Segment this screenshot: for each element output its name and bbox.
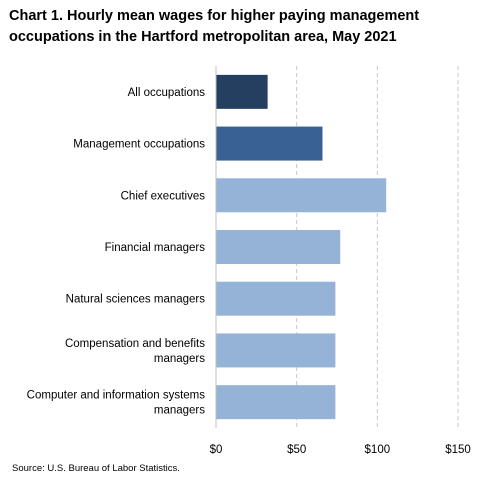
x-tick-label-2: $100: [365, 444, 391, 456]
category-label-6: Computer and information systems managers: [27, 390, 206, 417]
bar-6: [216, 385, 336, 420]
x-tick-label-1: $50: [287, 444, 306, 456]
bar-0: [216, 74, 268, 109]
category-label-0: All occupations: [128, 87, 206, 99]
x-tick-label-3: $150: [445, 444, 471, 456]
grid-lines: [296, 66, 459, 428]
bar-5: [216, 333, 336, 368]
category-label-4: Natural sciences managers: [66, 294, 206, 306]
category-label-1: Management occupations: [73, 139, 205, 151]
bar-1: [216, 126, 323, 161]
bar-2: [216, 178, 387, 213]
category-labels: All occupations Management occupations Chi…: [27, 87, 206, 417]
bars: [216, 74, 387, 420]
chart-title: Chart 1. Hourly mean wages for higher pa…: [9, 8, 420, 45]
source-note: Source: U.S. Bureau of Labor Statistics.: [12, 463, 180, 474]
bar-3: [216, 230, 341, 264]
x-axis-ticks: $0 $50 $100 $150: [210, 444, 471, 456]
category-label-2: Chief executives: [121, 190, 206, 202]
category-label-3: Financial managers: [105, 242, 206, 254]
x-tick-label-0: $0: [210, 444, 223, 456]
category-label-5: Compensation and benefits managers: [65, 338, 205, 365]
bar-4: [216, 281, 336, 316]
